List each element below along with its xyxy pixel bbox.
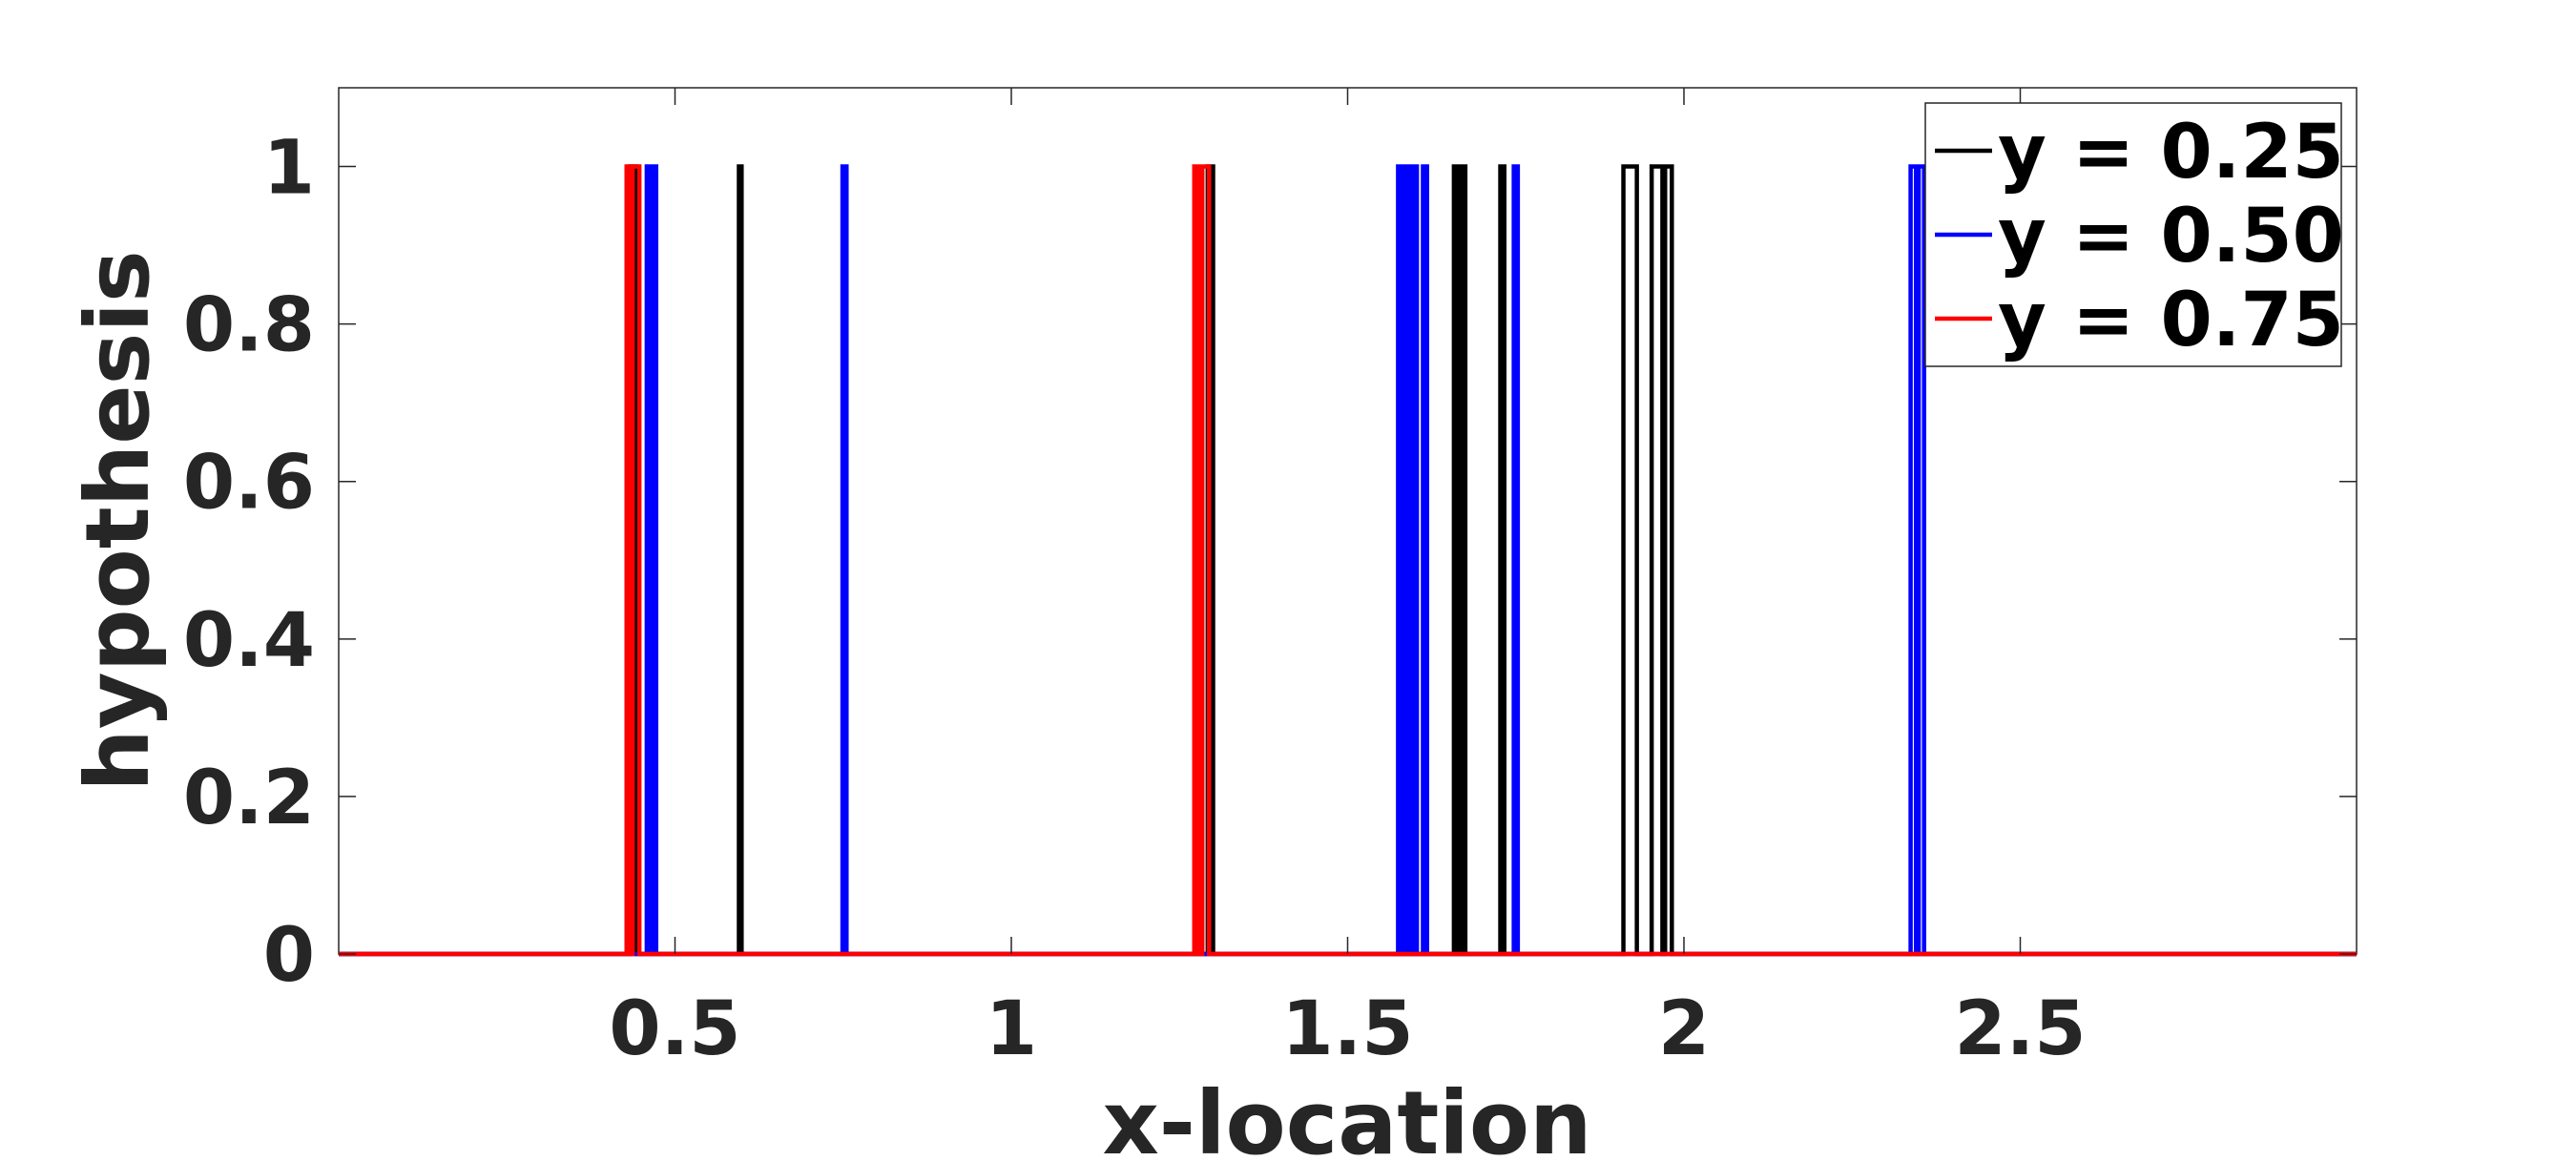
series-1 — [339, 164, 2357, 957]
x-tick-label: 2.5 — [1954, 986, 2086, 1072]
y-tick-label: 0.8 — [183, 283, 315, 369]
legend-entry: y = 0.50 — [1998, 194, 2344, 280]
y-tick-label: 0.2 — [183, 756, 315, 841]
x-tick-label: 0.5 — [609, 986, 740, 1072]
x-tick-label: 1.5 — [1281, 986, 1413, 1072]
legend-entry: y = 0.25 — [1998, 110, 2344, 196]
legend-box — [1924, 102, 2342, 367]
legend-entry: y = 0.75 — [1998, 278, 2344, 363]
series-layer — [339, 164, 2357, 957]
series-line — [339, 164, 2357, 957]
y-axis-label: hypothesis — [67, 250, 169, 791]
y-tick-label: 1 — [263, 126, 315, 212]
tick-layer: 0.5 1 1.5 2 2.5 0 0.2 0.4 0.6 0.8 1 — [183, 88, 2357, 1072]
y-tick-label: 0.4 — [183, 598, 315, 684]
series-3 — [339, 164, 2357, 957]
x-axis-label: x-location — [1102, 1072, 1591, 1161]
x-tick-label: 1 — [986, 986, 1037, 1072]
series-line — [339, 164, 2357, 957]
legend: y = 0.25y = 0.50y = 0.75 — [1924, 102, 2344, 367]
y-tick-label: 0 — [263, 913, 315, 999]
y-tick-label: 0.6 — [183, 441, 315, 527]
x-tick-label: 2 — [1658, 986, 1710, 1072]
